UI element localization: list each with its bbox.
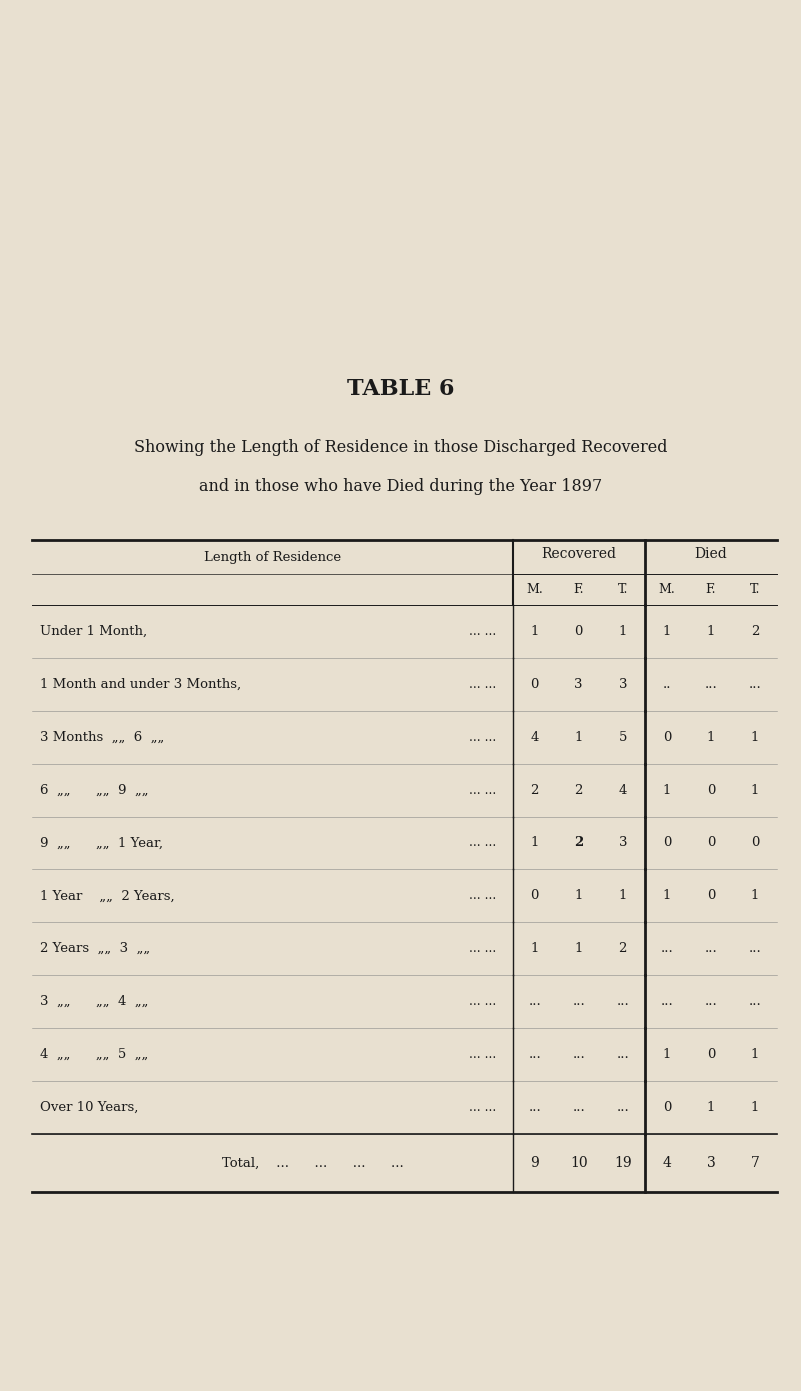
Text: 0: 0 [574,625,583,638]
Text: 1: 1 [706,625,715,638]
Text: F.: F. [706,583,716,597]
Text: 1: 1 [662,1047,671,1061]
Text: M.: M. [658,583,675,597]
Text: Over 10 Years,: Over 10 Years, [40,1100,139,1114]
Text: 3: 3 [706,1156,715,1170]
Text: 1: 1 [618,889,627,903]
Text: 1: 1 [706,730,715,744]
Text: 4: 4 [662,1156,671,1170]
Text: ...: ... [705,995,717,1008]
Text: 0: 0 [706,889,715,903]
Text: 2: 2 [618,942,627,956]
Text: ... ...: ... ... [469,889,497,903]
Text: ...: ... [573,1047,585,1061]
Text: 1: 1 [751,1100,759,1114]
Text: 5: 5 [618,730,627,744]
Text: 6  „„      „„  9  „„: 6 „„ „„ 9 „„ [40,783,148,797]
Text: 0: 0 [530,677,539,691]
Text: 0: 0 [751,836,759,850]
Text: 1: 1 [662,889,671,903]
Text: 1: 1 [662,783,671,797]
Text: 3: 3 [618,836,627,850]
Text: ...: ... [661,995,673,1008]
Text: 4: 4 [530,730,539,744]
Text: ... ...: ... ... [469,783,497,797]
Text: 1: 1 [530,836,539,850]
Text: ...: ... [705,677,717,691]
Text: T.: T. [618,583,628,597]
Text: 1: 1 [574,730,583,744]
Text: 19: 19 [614,1156,632,1170]
Text: 2: 2 [751,625,759,638]
Text: 1: 1 [574,889,583,903]
Text: and in those who have Died during the Year 1897: and in those who have Died during the Ye… [199,479,602,495]
Text: ...: ... [529,1100,541,1114]
Text: Died: Died [694,547,727,561]
Text: ... ...: ... ... [469,836,497,850]
Text: ...: ... [749,995,761,1008]
Text: 4  „„      „„  5  „„: 4 „„ „„ 5 „„ [40,1047,148,1061]
Text: ... ...: ... ... [469,1100,497,1114]
Text: 4: 4 [618,783,627,797]
Text: ...: ... [573,995,585,1008]
Text: Recovered: Recovered [541,547,616,561]
Text: ..: .. [662,677,671,691]
Text: 0: 0 [662,836,671,850]
Text: 0: 0 [530,889,539,903]
Text: ...: ... [617,995,629,1008]
Text: 1: 1 [751,1047,759,1061]
Text: TABLE 6: TABLE 6 [347,378,454,401]
Text: 2: 2 [574,836,583,850]
Text: ... ...: ... ... [469,677,497,691]
Text: ...: ... [573,1100,585,1114]
Text: ...: ... [705,942,717,956]
Text: 1: 1 [751,889,759,903]
Text: 1: 1 [751,783,759,797]
Text: ...: ... [529,1047,541,1061]
Text: 0: 0 [706,783,715,797]
Text: 1: 1 [751,730,759,744]
Text: 2: 2 [530,783,539,797]
Text: ... ...: ... ... [469,942,497,956]
Text: 1: 1 [530,625,539,638]
Text: ...: ... [617,1100,629,1114]
Text: 3: 3 [574,677,583,691]
Text: 2 Years  „„  3  „„: 2 Years „„ 3 „„ [40,942,150,956]
Text: 3: 3 [618,677,627,691]
Text: 0: 0 [706,836,715,850]
Text: 1: 1 [706,1100,715,1114]
Text: 0: 0 [662,730,671,744]
Text: 9: 9 [530,1156,539,1170]
Text: ...: ... [529,995,541,1008]
Text: 1 Month and under 3 Months,: 1 Month and under 3 Months, [40,677,241,691]
Text: Under 1 Month,: Under 1 Month, [40,625,147,638]
Text: 2: 2 [574,783,583,797]
Text: ... ...: ... ... [469,625,497,638]
Text: 7: 7 [751,1156,759,1170]
Text: ... ...: ... ... [469,995,497,1008]
Text: 10: 10 [570,1156,588,1170]
Text: 1: 1 [530,942,539,956]
Text: Showing the Length of Residence in those Discharged Recovered: Showing the Length of Residence in those… [134,440,667,456]
Text: F.: F. [574,583,584,597]
Text: Total,    ...      ...      ...      ...: Total, ... ... ... ... [222,1156,403,1170]
Text: Length of Residence: Length of Residence [203,551,341,563]
Text: 3 Months  „„  6  „„: 3 Months „„ 6 „„ [40,730,164,744]
Text: T.: T. [750,583,760,597]
Text: 1: 1 [574,942,583,956]
Text: 3  „„      „„  4  „„: 3 „„ „„ 4 „„ [40,995,148,1008]
Text: ...: ... [749,677,761,691]
Text: 1 Year    „„  2 Years,: 1 Year „„ 2 Years, [40,889,175,903]
Text: 1: 1 [662,625,671,638]
Text: ...: ... [661,942,673,956]
Text: 1: 1 [618,625,627,638]
Text: ... ...: ... ... [469,730,497,744]
Text: 0: 0 [662,1100,671,1114]
Text: ...: ... [617,1047,629,1061]
Text: 9  „„      „„  1 Year,: 9 „„ „„ 1 Year, [40,836,163,850]
Text: ...: ... [749,942,761,956]
Text: 0: 0 [706,1047,715,1061]
Text: M.: M. [526,583,543,597]
Text: ... ...: ... ... [469,1047,497,1061]
